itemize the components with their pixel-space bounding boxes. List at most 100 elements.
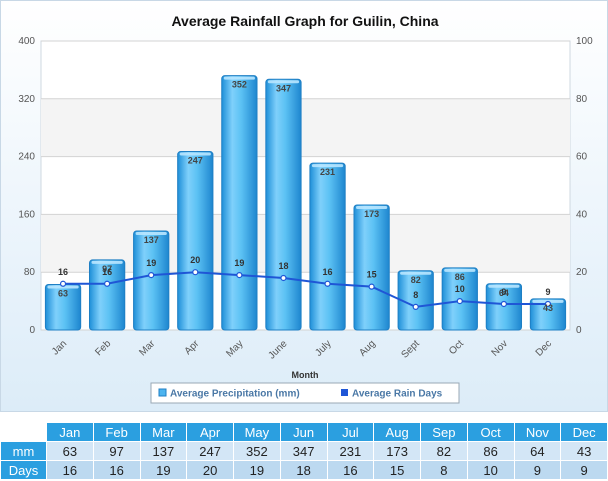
y-tick-right: 60 [576,152,588,163]
table-cell-mm: 347 [280,442,327,460]
bar-value-label: 43 [543,303,553,313]
y-tick-left: 320 [18,94,35,105]
x-tick-label: Aug [357,338,377,358]
line-point [544,300,552,308]
legend-label-precipitation: Average Precipitation (mm) [170,389,300,400]
bar-value-label: 63 [58,288,68,298]
legend-label-rain-days: Average Rain Days [352,389,443,400]
data-labels: 63 97 137 247 352 347 231 173 82 86 64 43 16 16 19 20 19… [58,80,553,313]
line-point [412,303,419,310]
x-tick-label: May [224,338,245,359]
table-cell-days: 10 [467,461,514,479]
table-row-days: Days 16 16 19 20 19 18 16 15 8 10 9 9 [1,461,607,479]
bar-highlight [311,164,344,168]
x-axis-title: Month [292,370,319,380]
table-cell-mm: 43 [561,442,607,460]
y-tick-left: 160 [18,209,35,220]
rain-days-polyline [63,271,548,308]
y-tick-right: 40 [576,209,588,220]
table-cell-days: 16 [47,461,93,479]
line-value-label: 15 [367,270,377,280]
rainfall-data-table: Jan Feb Mar Apr May Jun Jul Aug Sep Oct Nov Dec mm … [0,422,608,480]
x-tick-label: Oct [447,338,466,357]
table-month-header: Oct [467,423,514,441]
table-cell-mm: 64 [514,442,561,460]
legend[interactable]: Average Precipitation (mm) Average Rain D… [150,382,460,404]
line-point [104,280,111,287]
line-value-label: 9 [545,287,550,297]
bar [309,162,346,331]
bar-highlight [91,260,123,264]
table-cell-mm: 82 [421,442,467,460]
table-cell-mm: 137 [140,442,187,460]
line-value-label: 18 [278,261,288,271]
table-month-header: Jun [280,423,327,441]
bar-value-label: 352 [232,80,247,90]
bar-value-label: 82 [411,275,421,285]
table-cell-days: 8 [421,461,467,479]
bar-highlight [223,76,256,80]
line-point [368,283,375,290]
table-corner-cell [1,423,46,441]
table-header-row: Jan Feb Mar Apr May Jun Jul Aug Sep Oct Nov Dec [1,423,607,441]
table-month-header: Apr [187,423,233,441]
bar-value-label: 86 [455,272,465,282]
line-value-label: 19 [234,258,244,268]
bars [44,75,567,331]
x-tick-label: Jan [50,338,69,357]
legend-swatch-rain-days [341,389,348,396]
table-month-header: Jan [47,423,93,441]
table-cell-days: 20 [187,461,233,479]
table-month-header: Dec [561,423,607,441]
bar-highlight [47,285,79,289]
table-cell-days: 9 [561,461,607,479]
table-month-header: Nov [514,423,561,441]
bar [529,298,567,331]
line-value-label: 20 [190,255,200,265]
bar [177,151,214,331]
bar-value-label: 231 [320,167,335,177]
bar-highlight [267,80,300,84]
x-tick-label: Apr [183,338,202,357]
bar [221,75,258,331]
x-tick-label: Mar [137,338,157,358]
table-month-header: Sep [421,423,467,441]
row-label-days: Days [1,461,46,479]
rain-days-line [59,269,552,310]
y-tick-right: 20 [576,267,588,278]
line-value-label: 9 [501,287,506,297]
bar-value-label: 247 [188,156,203,166]
bar [88,259,126,331]
table-cell-mm: 97 [93,442,140,460]
y-tick-left: 400 [18,36,35,47]
y-tick-right: 80 [576,94,588,105]
table-cell-mm: 247 [187,442,233,460]
table-month-header: May [234,423,280,441]
bar-value-label: 347 [276,83,291,93]
y-tick-left: 240 [18,152,35,163]
table-month-header: Aug [374,423,420,441]
x-tick-label: Feb [93,338,113,358]
line-point [456,298,463,305]
table-row-mm: mm 63 97 137 247 352 347 231 173 82 86 64 43 [1,442,607,460]
legend-swatch-precipitation [158,388,167,397]
line-value-label: 16 [102,267,112,277]
line-point [500,300,507,308]
grid-band [41,214,570,273]
table-cell-days: 16 [327,461,374,479]
line-value-label: 8 [413,290,418,300]
line-value-label: 16 [58,267,68,277]
line-point [192,269,199,276]
bar-value-label: 64 [499,288,509,298]
bar-highlight [444,268,476,272]
y-tick-right: 0 [576,325,582,336]
x-tick-label: June [266,338,289,361]
bar-highlight [135,232,167,236]
table-cell-mm: 352 [234,442,280,460]
bar [397,270,434,331]
line-point [324,280,331,287]
table-cell-days: 19 [140,461,187,479]
line-point [236,271,243,279]
table-cell-days: 16 [93,461,140,479]
x-tick-label: Sept [400,338,422,360]
